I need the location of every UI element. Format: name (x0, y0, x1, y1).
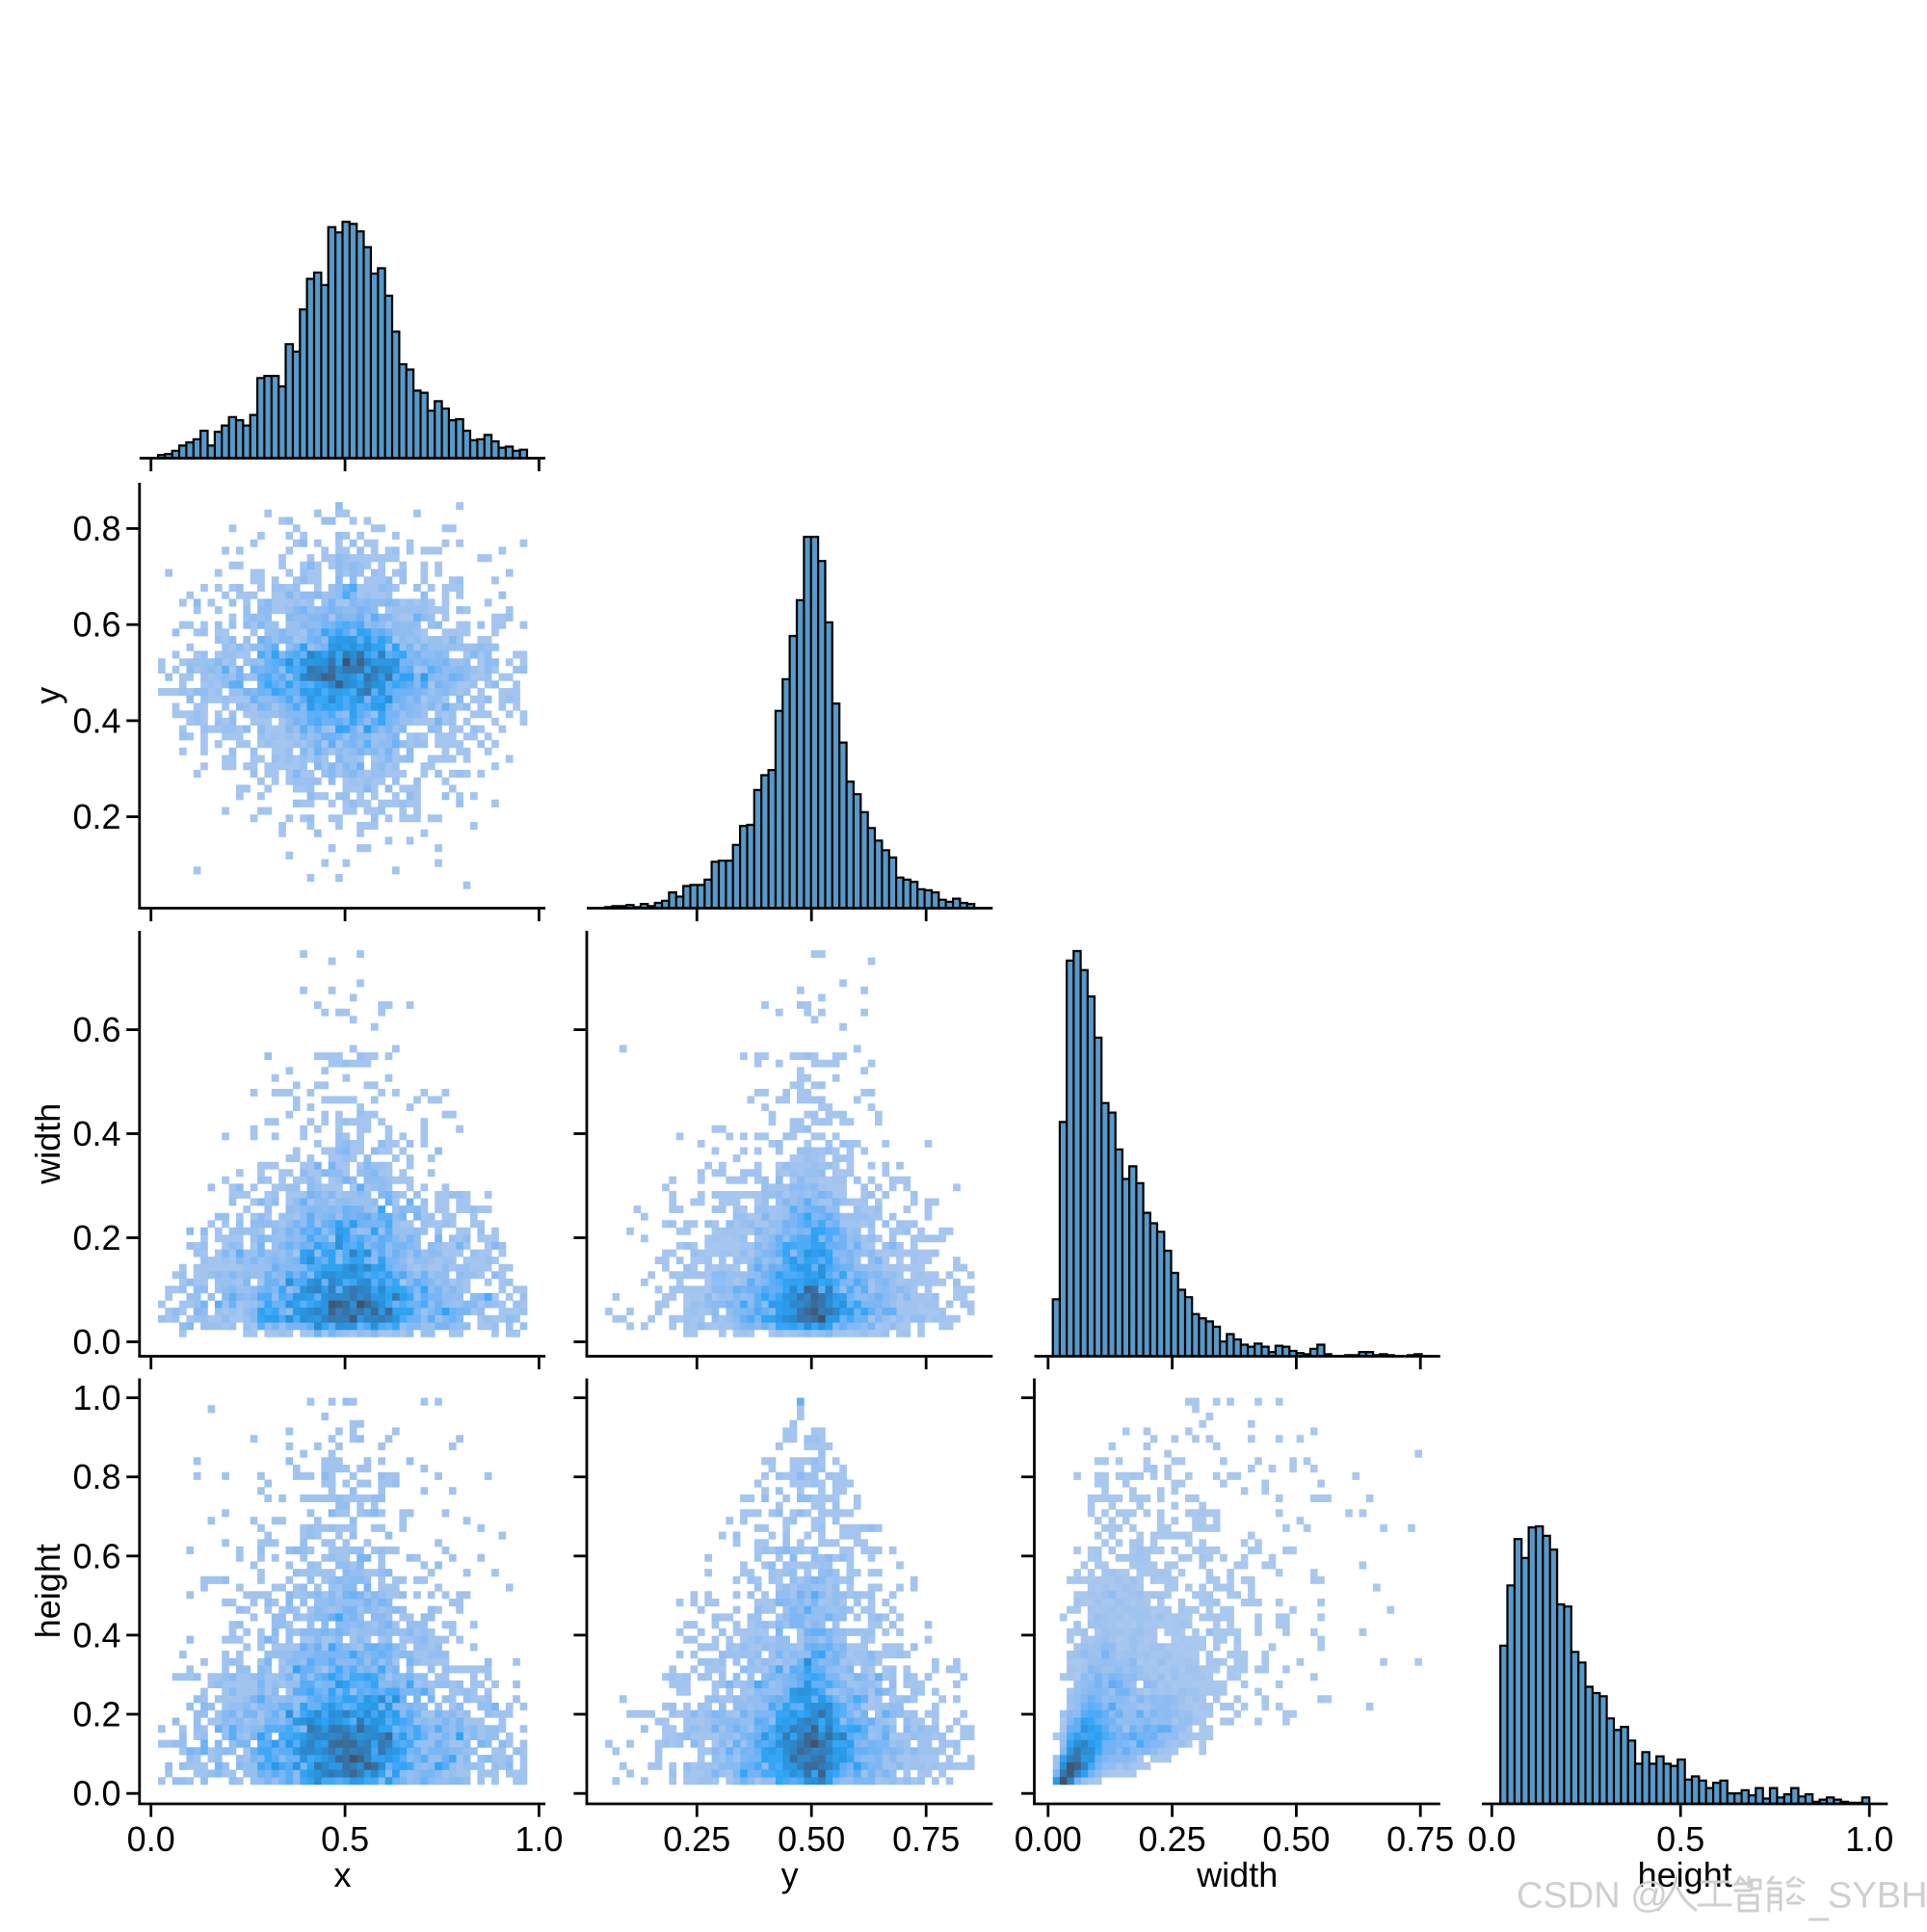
svg-text:1.0: 1.0 (1845, 1819, 1893, 1859)
svg-text:0.6: 0.6 (72, 1536, 120, 1575)
svg-text:0.2: 0.2 (72, 1218, 120, 1257)
svg-text:0.4: 0.4 (72, 1615, 120, 1654)
svg-text:0.5: 0.5 (321, 1819, 369, 1859)
svg-text:1.0: 1.0 (515, 1819, 563, 1859)
svg-text:CSDN @: CSDN @ (1517, 1876, 1668, 1917)
svg-text:0.2: 0.2 (72, 1695, 120, 1734)
svg-text:0.0: 0.0 (127, 1819, 175, 1859)
svg-text:x: x (334, 1855, 352, 1894)
svg-text:0.4: 0.4 (72, 1114, 120, 1153)
svg-text:y: y (28, 687, 67, 704)
svg-text:0.8: 0.8 (72, 509, 120, 548)
svg-text:0.4: 0.4 (72, 701, 120, 740)
svg-text:0.0: 0.0 (72, 1774, 120, 1813)
svg-text:0.8: 0.8 (72, 1457, 120, 1496)
svg-text:width: width (1196, 1855, 1278, 1894)
svg-text:0.25: 0.25 (663, 1819, 730, 1859)
svg-text:0.50: 0.50 (1262, 1819, 1330, 1859)
svg-text:0.0: 0.0 (1467, 1819, 1516, 1859)
svg-text:height: height (28, 1544, 67, 1638)
svg-text:0.6: 0.6 (72, 1010, 120, 1049)
svg-text:1.0: 1.0 (72, 1378, 120, 1417)
svg-text:y: y (781, 1855, 799, 1894)
svg-text:0.5: 0.5 (1656, 1819, 1704, 1859)
svg-text:0.50: 0.50 (778, 1819, 845, 1859)
svg-text:width: width (28, 1103, 67, 1185)
svg-text:0.00: 0.00 (1015, 1819, 1082, 1859)
svg-text:0.75: 0.75 (892, 1819, 960, 1859)
svg-text:0.2: 0.2 (72, 797, 120, 836)
svg-text:0.6: 0.6 (72, 605, 120, 645)
svg-text:SYBH: SYBH (1828, 1876, 1927, 1917)
svg-text:0.75: 0.75 (1386, 1819, 1454, 1859)
svg-text:0.0: 0.0 (72, 1322, 120, 1362)
svg-text:0.25: 0.25 (1139, 1819, 1206, 1859)
